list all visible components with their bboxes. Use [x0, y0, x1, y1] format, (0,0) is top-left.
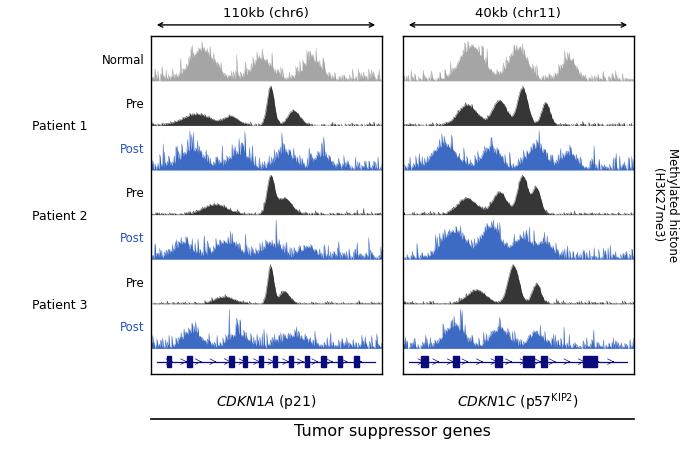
Bar [354, 356, 359, 367]
Bar [523, 356, 534, 367]
Text: Normal: Normal [102, 53, 145, 67]
Bar [167, 356, 171, 367]
Bar [582, 356, 596, 367]
Bar [273, 356, 277, 367]
Bar [289, 356, 293, 367]
Bar [305, 356, 309, 367]
Bar [243, 356, 247, 367]
Text: Pre: Pre [126, 98, 145, 111]
Bar [229, 356, 234, 367]
Bar [495, 356, 503, 367]
Text: Post: Post [120, 143, 145, 156]
Text: 110kb (chr6): 110kb (chr6) [223, 7, 309, 20]
Text: 40kb (chr11): 40kb (chr11) [475, 7, 561, 20]
Text: Pre: Pre [126, 277, 145, 289]
Text: Patient 3: Patient 3 [32, 299, 88, 312]
Text: Patient 1: Patient 1 [32, 120, 88, 134]
Text: $\it{CDKN1C}$ (p57$^{\mathrm{KIP2}}$): $\it{CDKN1C}$ (p57$^{\mathrm{KIP2}}$) [457, 391, 579, 413]
Text: Tumor suppressor genes: Tumor suppressor genes [293, 424, 491, 439]
Text: Post: Post [120, 232, 145, 245]
Text: Post: Post [120, 321, 145, 334]
Bar [541, 356, 547, 367]
Bar [259, 356, 263, 367]
Text: Patient 2: Patient 2 [32, 210, 88, 223]
Bar [454, 356, 459, 367]
Text: Methylated histone
(H3K27me3): Methylated histone (H3K27me3) [651, 148, 679, 262]
Bar [188, 356, 192, 367]
Text: Pre: Pre [126, 188, 145, 200]
Bar [321, 356, 326, 367]
Bar [421, 356, 428, 367]
Bar [337, 356, 342, 367]
Text: $\it{CDKN1A}$ (p21): $\it{CDKN1A}$ (p21) [216, 393, 316, 411]
